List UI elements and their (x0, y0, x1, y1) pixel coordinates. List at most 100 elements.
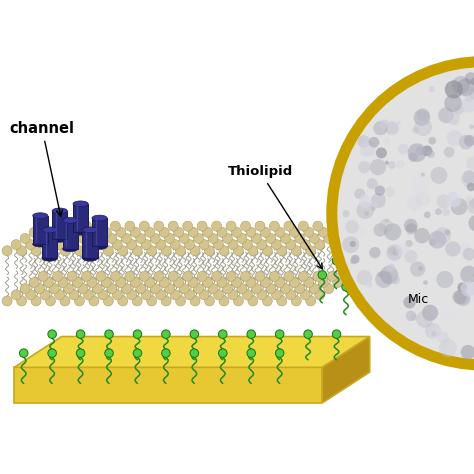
Circle shape (228, 240, 238, 249)
Circle shape (105, 330, 113, 338)
Circle shape (127, 290, 137, 300)
Circle shape (460, 88, 468, 96)
Circle shape (418, 266, 423, 271)
Circle shape (438, 339, 457, 357)
Circle shape (384, 187, 395, 197)
Circle shape (454, 105, 464, 115)
Circle shape (248, 246, 258, 256)
Circle shape (295, 283, 305, 294)
Circle shape (74, 246, 84, 256)
Circle shape (457, 78, 474, 96)
Circle shape (313, 221, 323, 231)
Circle shape (133, 330, 142, 338)
Circle shape (372, 207, 376, 211)
Circle shape (369, 247, 381, 258)
Circle shape (130, 277, 140, 287)
Circle shape (452, 290, 466, 304)
Circle shape (452, 76, 470, 94)
Circle shape (162, 349, 170, 357)
Circle shape (145, 277, 155, 287)
Circle shape (213, 240, 224, 249)
Circle shape (48, 330, 56, 338)
Circle shape (346, 220, 359, 233)
Circle shape (257, 290, 267, 300)
Circle shape (461, 171, 474, 187)
Circle shape (351, 255, 359, 264)
Circle shape (145, 228, 155, 237)
Circle shape (204, 296, 214, 306)
Circle shape (165, 283, 174, 294)
Circle shape (69, 240, 79, 249)
Circle shape (397, 121, 401, 125)
Circle shape (132, 296, 142, 306)
Circle shape (240, 221, 250, 231)
Circle shape (159, 228, 169, 237)
Circle shape (147, 296, 156, 306)
Circle shape (376, 147, 387, 158)
Circle shape (387, 264, 395, 272)
Circle shape (441, 344, 447, 350)
Circle shape (357, 270, 372, 285)
Circle shape (17, 296, 27, 306)
Circle shape (55, 290, 64, 300)
Circle shape (371, 193, 386, 208)
Circle shape (360, 149, 368, 157)
Circle shape (414, 228, 430, 243)
Circle shape (380, 266, 398, 284)
Circle shape (459, 135, 474, 149)
Circle shape (428, 137, 436, 145)
Circle shape (219, 296, 229, 306)
Circle shape (243, 290, 253, 300)
Circle shape (243, 240, 253, 249)
Circle shape (405, 240, 413, 247)
Circle shape (29, 277, 39, 287)
Circle shape (358, 161, 371, 173)
Circle shape (434, 227, 451, 244)
Circle shape (395, 244, 409, 257)
Circle shape (35, 283, 45, 294)
Circle shape (228, 290, 238, 300)
Circle shape (275, 228, 285, 237)
Circle shape (460, 265, 474, 283)
Circle shape (272, 240, 282, 249)
Circle shape (112, 290, 122, 300)
Circle shape (284, 221, 294, 231)
Circle shape (60, 296, 70, 306)
Circle shape (364, 211, 369, 216)
Circle shape (154, 271, 164, 282)
Circle shape (49, 283, 59, 294)
Circle shape (355, 228, 366, 239)
Circle shape (445, 229, 450, 236)
Circle shape (429, 86, 435, 92)
Circle shape (445, 241, 461, 256)
Circle shape (125, 221, 135, 231)
Circle shape (98, 240, 108, 249)
Circle shape (78, 283, 88, 294)
Circle shape (391, 275, 400, 284)
Circle shape (453, 120, 459, 126)
Circle shape (463, 248, 474, 260)
Circle shape (447, 192, 461, 207)
Circle shape (190, 330, 199, 338)
Circle shape (286, 240, 296, 249)
Circle shape (385, 161, 389, 165)
Circle shape (132, 246, 142, 256)
Circle shape (299, 221, 309, 231)
Circle shape (406, 223, 417, 235)
Circle shape (89, 296, 99, 306)
Circle shape (379, 119, 389, 129)
Circle shape (301, 290, 310, 300)
Circle shape (263, 246, 272, 256)
Circle shape (412, 127, 419, 133)
Circle shape (247, 330, 255, 338)
Circle shape (26, 240, 36, 249)
Circle shape (168, 271, 178, 282)
Circle shape (139, 271, 149, 282)
Circle shape (315, 290, 325, 300)
Circle shape (31, 296, 41, 306)
Circle shape (2, 296, 12, 306)
Circle shape (103, 246, 113, 256)
Ellipse shape (73, 229, 88, 235)
Circle shape (82, 271, 91, 282)
Circle shape (468, 215, 474, 232)
